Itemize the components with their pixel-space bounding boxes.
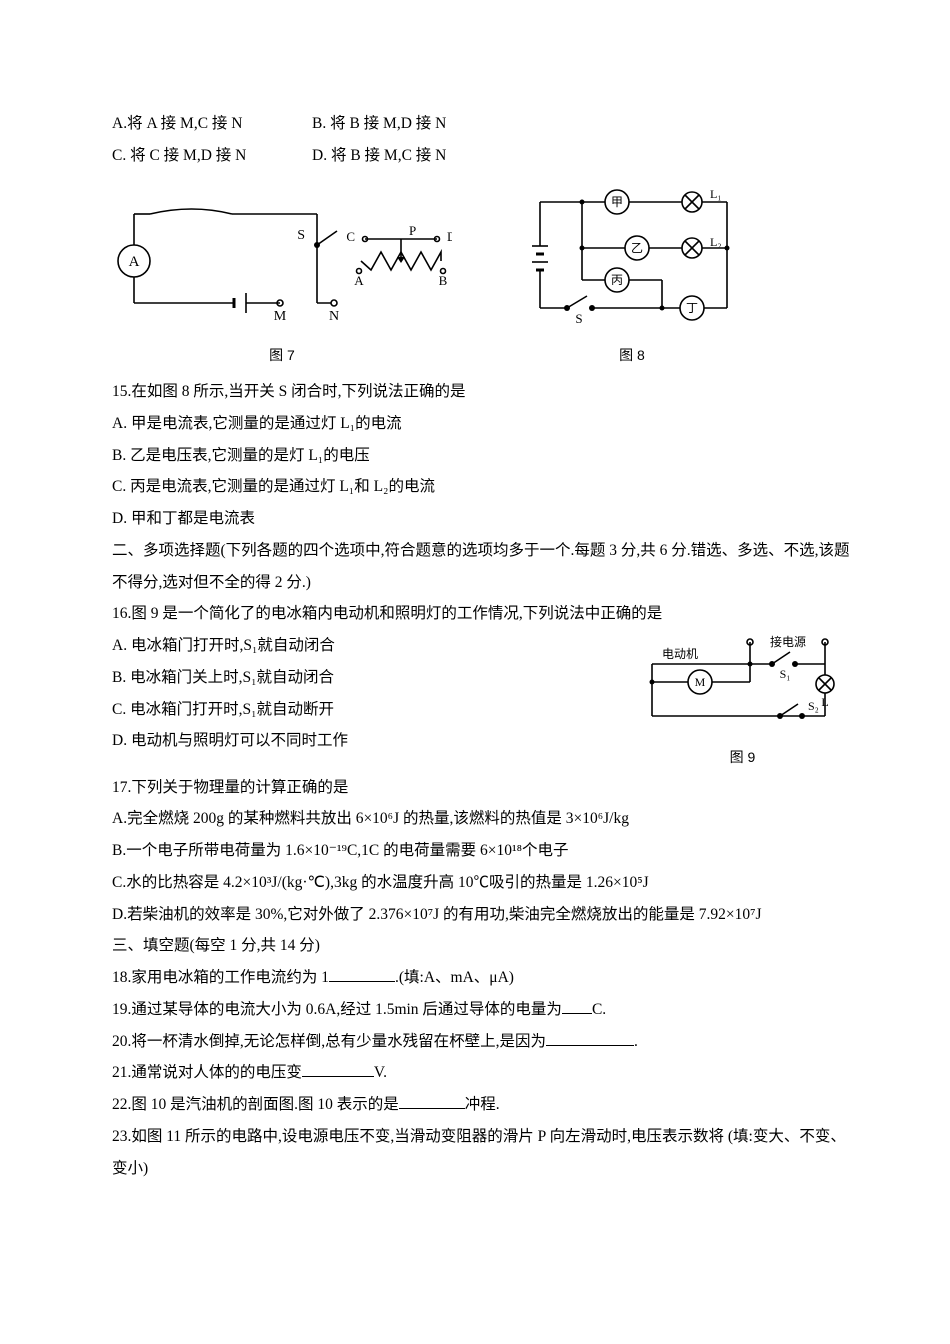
svg-text:电动机: 电动机	[662, 647, 698, 661]
q14-opt-a: A.将 A 接 M,C 接 N	[112, 108, 312, 140]
q15-opt-a: A. 甲是电流表,它测量的是通过灯 L₁的电流	[112, 408, 850, 440]
q21-text-a: 21.通常说对人体的的电压变	[112, 1064, 302, 1081]
svg-text:L₁: L₁	[710, 188, 722, 201]
q14-opt-d: D. 将 B 接 M,C 接 N	[312, 140, 552, 172]
q22-text-a: 22.图 10 是汽油机的剖面图.图 10 表示的是	[112, 1096, 399, 1113]
q19-text-a: 19.通过某导体的电流大小为 0.6A,经过 1.5min 后通过导体的电量为	[112, 1001, 562, 1018]
q18-text-a: 18.家用电冰箱的工作电流约为 1	[112, 969, 329, 986]
svg-text:甲: 甲	[611, 195, 623, 209]
figure-9: 接电源S₁L电动机MS₂ 图 9	[635, 634, 850, 771]
q15-opt-b: B. 乙是电压表,它测量的是灯 L₁的电压	[112, 440, 850, 472]
q17-opt-a: A.完全燃烧 200g 的某种燃料共放出 6×10⁶J 的热量,该燃料的热值是 …	[112, 803, 850, 835]
q14-opt-b: B. 将 B 接 M,D 接 N	[312, 108, 552, 140]
svg-text:S₁: S₁	[780, 667, 791, 681]
svg-text:S: S	[297, 228, 305, 243]
q17-stem: 17.下列关于物理量的计算正确的是	[112, 772, 850, 804]
svg-text:S: S	[575, 311, 582, 326]
svg-text:丙: 丙	[611, 273, 623, 287]
svg-text:M: M	[695, 675, 706, 689]
q20-text-b: .	[634, 1033, 638, 1050]
q23: 23.如图 11 所示的电路中,设电源电压不变,当滑动变阻器的滑片 P 向左滑动…	[112, 1121, 850, 1185]
q14-row-1: A.将 A 接 M,C 接 N B. 将 B 接 M,D 接 N	[112, 108, 850, 140]
svg-text:P: P	[409, 223, 416, 238]
figure-7: A S N M A B C D P 图 7	[112, 198, 452, 370]
svg-text:B: B	[439, 273, 448, 288]
q22-blank	[399, 1093, 465, 1110]
figure-9-svg: 接电源S₁L电动机MS₂	[640, 634, 845, 729]
svg-text:A: A	[129, 254, 140, 270]
svg-text:A: A	[354, 273, 364, 288]
figure-8: S 甲 L₁ 乙 L₂ 丙丁 图 8	[522, 188, 742, 370]
q17-opt-c: C.水的比热容是 4.2×10³J/(kg·℃),3kg 的水温度升高 10℃吸…	[112, 867, 850, 899]
figure-7-svg: A S N M A B C D P	[112, 198, 452, 328]
figure-row-7-8: A S N M A B C D P 图 7 S 甲 L₁ 乙 L₂ 丙丁 图 8	[112, 188, 850, 370]
q21-text-b: V.	[374, 1064, 387, 1081]
section-2-header: 二、多项选择题(下列各题的四个选项中,符合题意的选项均多于一个.每题 3 分,共…	[112, 535, 850, 599]
q22-text-b: 冲程.	[465, 1096, 500, 1113]
svg-text:N: N	[329, 309, 339, 324]
q18: 18.家用电冰箱的工作电流约为 1 .(填:A、mA、μA)	[112, 962, 850, 994]
q21: 21.通常说对人体的的电压变 V.	[112, 1057, 850, 1089]
q18-blank	[329, 966, 395, 983]
svg-text:L₂: L₂	[710, 235, 722, 249]
q19-blank	[562, 997, 592, 1014]
figure-8-svg: S 甲 L₁ 乙 L₂ 丙丁	[522, 188, 742, 328]
svg-text:S₂: S₂	[808, 699, 819, 713]
q19-text-b: C.	[592, 1001, 606, 1018]
q19: 19.通过某导体的电流大小为 0.6A,经过 1.5min 后通过导体的电量为 C…	[112, 994, 850, 1026]
q21-blank	[302, 1061, 374, 1078]
q15-opt-d: D. 甲和丁都是电流表	[112, 503, 850, 535]
figure-7-caption: 图 7	[112, 341, 452, 370]
q17-opt-b: B.一个电子所带电荷量为 1.6×10⁻¹⁹C,1C 的电荷量需要 6×10¹⁸…	[112, 835, 850, 867]
figure-8-caption: 图 8	[522, 341, 742, 370]
svg-text:M: M	[274, 309, 287, 324]
q15-stem: 15.在如图 8 所示,当开关 S 闭合时,下列说法正确的是	[112, 376, 850, 408]
exam-page: { "q14opts": { "a": "A.将 A 接 M,C 接 N", "…	[0, 0, 950, 1245]
section-3-header: 三、填空题(每空 1 分,共 14 分)	[112, 930, 850, 962]
svg-text:D: D	[447, 229, 452, 244]
q14-opt-c: C. 将 C 接 M,D 接 N	[112, 140, 312, 172]
q22: 22.图 10 是汽油机的剖面图.图 10 表示的是 冲程.	[112, 1089, 850, 1121]
q15-opt-c: C. 丙是电流表,它测量的是通过灯 L₁和 L₂的电流	[112, 471, 850, 503]
q18-text-b: .(填:A、mA、μA)	[395, 969, 514, 986]
q14-row-2: C. 将 C 接 M,D 接 N D. 将 B 接 M,C 接 N	[112, 140, 850, 172]
q16-stem: 16.图 9 是一个简化了的电冰箱内电动机和照明灯的工作情况,下列说法中正确的是	[112, 598, 850, 630]
svg-text:C: C	[346, 229, 355, 244]
figure-9-caption: 图 9	[635, 743, 850, 772]
q20: 20.将一杯清水倒掉,无论怎样倒,总有少量水残留在杯壁上,是因为.	[112, 1026, 850, 1058]
svg-text:接电源: 接电源	[770, 634, 806, 649]
svg-text:乙: 乙	[631, 241, 643, 255]
q17-opt-d: D.若柴油机的效率是 30%,它对外做了 2.376×10⁷J 的有用功,柴油完…	[112, 899, 850, 931]
q20-text-a: 20.将一杯清水倒掉,无论怎样倒,总有少量水残留在杯壁上,是因为	[112, 1033, 546, 1050]
q20-blank	[546, 1029, 634, 1046]
svg-text:丁: 丁	[686, 301, 698, 315]
